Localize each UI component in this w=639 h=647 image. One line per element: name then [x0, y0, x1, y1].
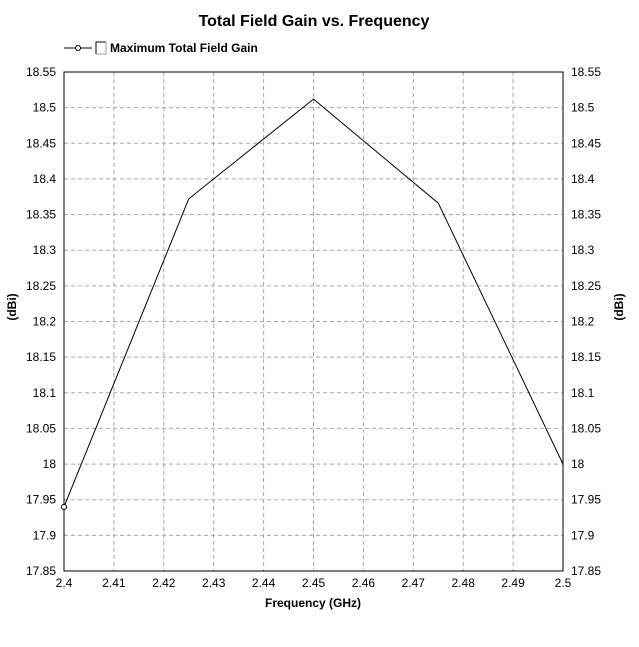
x-axis-label: Frequency (GHz)	[265, 596, 361, 610]
plot-border	[63, 71, 564, 572]
y-tick-label-right: 18.1	[571, 386, 595, 400]
y-tick-label-right: 18.05	[571, 421, 601, 435]
series-layer	[61, 98, 564, 510]
y-tick-label-left: 18.55	[26, 65, 56, 79]
y-tick-label-left: 18.15	[26, 350, 56, 364]
y-tick-label-right: 17.95	[571, 493, 601, 507]
y-tick-label-left: 17.85	[26, 564, 56, 578]
y-tick-label-right: 18.45	[571, 136, 601, 150]
x-tick-label: 2.46	[352, 576, 376, 590]
y-tick-label-left: 18	[43, 457, 57, 471]
grid	[64, 72, 563, 571]
series-line	[63, 98, 564, 507]
y-tick-label-right: 17.9	[571, 528, 595, 542]
y-tick-label-right: 18.2	[571, 315, 595, 329]
x-tick-label: 2.45	[302, 576, 326, 590]
y-tick-label-right: 18.25	[571, 279, 601, 293]
y-tick-label-right: 17.85	[571, 564, 601, 578]
y-tick-label-left: 18.25	[26, 279, 56, 293]
y-tick-label-left: 18.2	[33, 315, 57, 329]
y-tick-label-left: 17.9	[33, 528, 57, 542]
x-tick-label: 2.49	[501, 576, 525, 590]
x-tick-label: 2.43	[202, 576, 226, 590]
y-tick-label-right: 18	[571, 457, 585, 471]
legend: Maximum Total Field Gain	[64, 41, 258, 55]
x-tick-label: 2.47	[402, 576, 426, 590]
chart-title: Total Field Gain vs. Frequency	[199, 13, 430, 30]
x-axis-ticks: 2.4 2.41 2.42 2.43 2.44 2.45 2.46 2.47 2.48 2.49 2…	[56, 576, 572, 590]
x-tick-label: 2.5	[555, 576, 572, 590]
y-tick-label-left: 18.35	[26, 208, 56, 222]
y-tick-label-right: 18.3	[571, 243, 595, 257]
legend-checkbox-shadow	[96, 42, 107, 55]
legend-label: Maximum Total Field Gain	[110, 41, 258, 55]
y-tick-label-right: 18.55	[571, 65, 601, 79]
x-tick-label: 2.42	[152, 576, 176, 590]
y-axis-ticks-left: 17.85 17.9 17.95 18 18.05 18.1 18.15 18.2 18.25 1…	[26, 65, 56, 578]
x-tick-label: 2.4	[56, 576, 73, 590]
y-tick-label-right: 18.4	[571, 172, 595, 186]
y-tick-label-left: 18.5	[33, 101, 57, 115]
x-tick-label: 2.48	[452, 576, 476, 590]
y-tick-label-left: 18.3	[33, 243, 57, 257]
x-tick-label: 2.44	[252, 576, 276, 590]
legend-marker	[75, 45, 81, 51]
x-tick-label: 2.41	[102, 576, 126, 590]
y-axis-label-right: (dBi)	[612, 293, 626, 320]
y-tick-label-left: 18.45	[26, 136, 56, 150]
y-tick-label-left: 18.4	[33, 172, 57, 186]
plot-area	[61, 71, 564, 572]
y-tick-label-right: 18.5	[571, 101, 595, 115]
y-tick-label-left: 18.1	[33, 386, 57, 400]
y-tick-label-left: 18.05	[26, 421, 56, 435]
y-tick-label-right: 18.15	[571, 350, 601, 364]
y-axis-label-left: (dBi)	[5, 293, 19, 320]
y-tick-label-left: 17.95	[26, 493, 56, 507]
data-point-marker	[61, 503, 67, 510]
y-tick-label-right: 18.35	[571, 208, 601, 222]
y-axis-ticks-right: 17.85 17.9 17.95 18 18.05 18.1 18.15 18.2 18.25 1…	[571, 65, 601, 578]
legend-checkbox-icon[interactable]	[95, 41, 106, 54]
